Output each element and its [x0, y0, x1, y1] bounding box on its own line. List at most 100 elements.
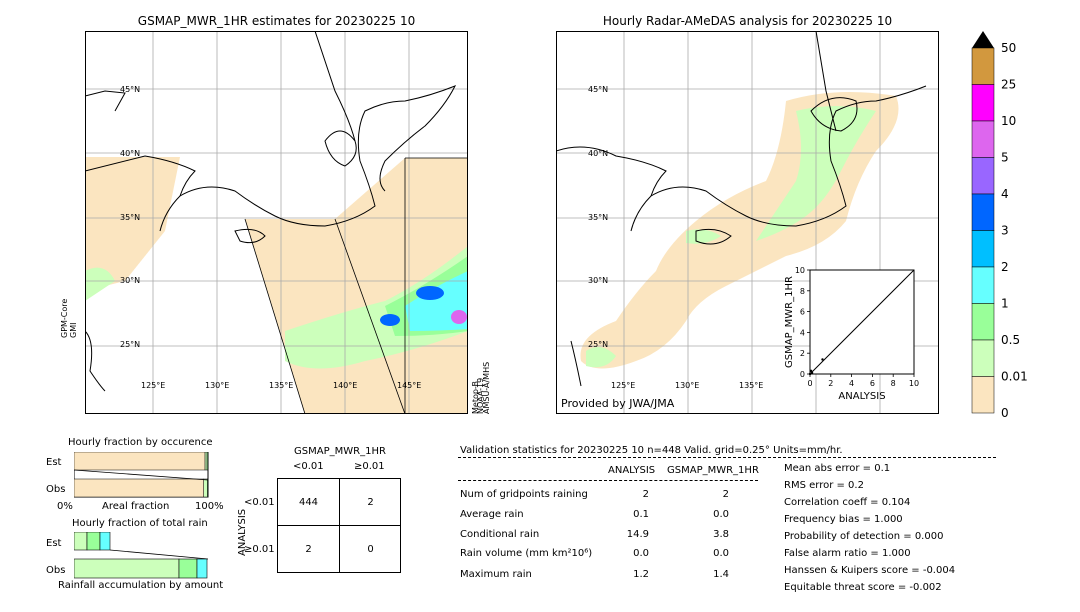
scatter-xtick-5: 10	[909, 379, 919, 388]
scatter-ytick-4: 8	[800, 287, 805, 296]
right-lat-40: 40°N	[588, 149, 609, 158]
scatter-xtick-1: 2	[828, 379, 833, 388]
left-rain-4b	[380, 314, 400, 326]
left-lat-30: 30°N	[120, 276, 141, 285]
left-swath-west	[85, 157, 180, 291]
colorbar-box-1	[971, 84, 995, 122]
cont-cell-10: 2	[305, 544, 312, 555]
val-row-3-b: 0.0	[713, 548, 729, 559]
rain-est-seg-3	[99, 532, 111, 551]
occ-obs-label: Obs	[46, 484, 66, 495]
validation-col-b: GSMAP_MWR_1HR	[667, 465, 759, 476]
diagonal-line	[809, 269, 915, 375]
colorbar-box-6	[971, 266, 995, 304]
scatter-ytick-5: 10	[795, 266, 805, 275]
val-row-1-b: 0.0	[713, 509, 729, 520]
colorbar-box-2	[971, 120, 995, 158]
scatter-ytick-2: 4	[800, 328, 805, 337]
scatter-ytick-3: 6	[800, 308, 805, 317]
left-swath-edges	[244, 157, 468, 414]
left-sensor-label: GPM-Core GMI	[60, 298, 78, 338]
val-row-1-label: Average rain	[460, 509, 524, 520]
colorbar-label-7: 1	[1001, 297, 1009, 311]
right-sensor-label-b: AMSU-A/MHS	[482, 361, 491, 414]
scatter-ytick-1: 2	[800, 349, 805, 358]
val-row-0-a: 2	[642, 489, 649, 500]
occ-tick-100: 100%	[195, 501, 224, 512]
rain-est-seg-2	[86, 532, 101, 551]
cont-col-ge: ≥0.01	[354, 461, 385, 472]
colorbar-label-1: 25	[1001, 78, 1016, 92]
left-map-title: GSMAP_MWR_1HR estimates for 20230225 10	[137, 14, 416, 28]
occ-bar-est-0	[74, 452, 206, 471]
scatter-ytick-0: 0	[800, 370, 805, 379]
occ-bar-est-1	[204, 452, 208, 471]
right-lat-45: 45°N	[588, 85, 609, 94]
validation-divider-2	[458, 480, 758, 481]
score-1: RMS error = 0.2	[784, 480, 864, 491]
cont-cell-01: 2	[367, 497, 374, 508]
colorbar-box-9	[971, 376, 995, 414]
colorbar-label-10: 0	[1001, 406, 1009, 418]
scatter-ylabel: GSMAP_MWR_1HR	[784, 276, 795, 368]
rain-fraction-title: Hourly fraction of total rain	[72, 518, 208, 529]
colorbar-label-4: 4	[1001, 187, 1009, 201]
colorbar-box-3	[971, 157, 995, 195]
left-rain-west	[85, 267, 115, 301]
scatter-yticks: 0 2 4 6 8 10	[795, 266, 810, 379]
colorbar-boxes	[971, 47, 995, 414]
left-lat-35: 35°N	[120, 213, 141, 222]
occurrence-title: Hourly fraction by occurence	[68, 437, 213, 448]
colorbar-label-3: 5	[1001, 151, 1009, 165]
cont-row-ge: ≥0.01	[244, 544, 275, 555]
val-row-0-label: Num of gridpoints raining	[460, 489, 588, 500]
right-map-credit: Provided by JWA/JMA	[561, 397, 675, 410]
rain-fraction-xlabel: Rainfall accumulation by amount	[58, 580, 224, 591]
scatter-xticks: 0 2 4 6 8 10	[807, 374, 919, 388]
score-7: Equitable threat score = -0.002	[784, 582, 942, 593]
left-map	[85, 31, 468, 414]
inset-scatter: 0 2 4 6 8 10 0 2 4 6 8 10 ANALYSIS GSMAP_MWR_1HR	[784, 266, 919, 402]
colorbar-label-8: 0.5	[1001, 333, 1020, 347]
validation-col-a: ANALYSIS	[608, 465, 656, 476]
validation-divider	[458, 457, 996, 458]
cont-row-lt: <0.01	[244, 497, 275, 508]
val-row-3-a: 0.0	[633, 548, 649, 559]
left-lat-25: 25°N	[120, 340, 141, 349]
left-lon-145: 145°E	[397, 381, 422, 390]
occ-bar-est-2	[206, 452, 209, 471]
left-rain-10	[451, 310, 467, 324]
val-row-4-b: 1.4	[713, 569, 729, 580]
rain-est-label: Est	[46, 538, 62, 549]
contingency-title: GSMAP_MWR_1HR	[294, 446, 386, 457]
val-row-4-label: Maximum rain	[460, 569, 532, 580]
cont-cell-00: 444	[298, 497, 319, 508]
colorbar-box-5	[971, 230, 995, 268]
score-5: False alarm ratio = 1.000	[784, 548, 911, 559]
val-row-3-label: Rain volume (mm km²10⁶)	[460, 548, 593, 559]
contingency-table: 444 2 2 0	[277, 478, 401, 573]
occ-bar-obs-0	[74, 478, 204, 498]
occ-xlabel: Areal fraction	[102, 501, 170, 512]
right-lon-135: 135°E	[739, 381, 764, 390]
val-row-0-b: 2	[722, 489, 729, 500]
left-lat-45: 45°N	[120, 85, 141, 94]
right-lat-35: 35°N	[588, 213, 609, 222]
scatter-xlabel: ANALYSIS	[838, 391, 885, 402]
colorbar-arrow	[972, 31, 994, 48]
colorbar-box-7	[971, 303, 995, 341]
rain-obs-seg-1	[74, 558, 180, 579]
rain-obs-label: Obs	[46, 565, 66, 576]
occurrence-bars	[74, 452, 209, 498]
right-rain-mid	[686, 229, 721, 244]
scatter-xtick-4: 8	[891, 379, 896, 388]
scatter-xtick-3: 6	[870, 379, 875, 388]
colorbar-label-6: 2	[1001, 260, 1009, 274]
val-row-2-label: Conditional rain	[460, 529, 540, 540]
colorbar: 50 25 10 5 4 3 2 1 0.5 0.01 0	[971, 31, 1028, 418]
cont-cell-11: 0	[367, 544, 374, 555]
left-lon-140: 140°E	[333, 381, 358, 390]
right-lat-30: 30°N	[588, 276, 609, 285]
colorbar-label-5: 3	[1001, 224, 1009, 238]
rain-fraction-bars	[74, 532, 209, 579]
